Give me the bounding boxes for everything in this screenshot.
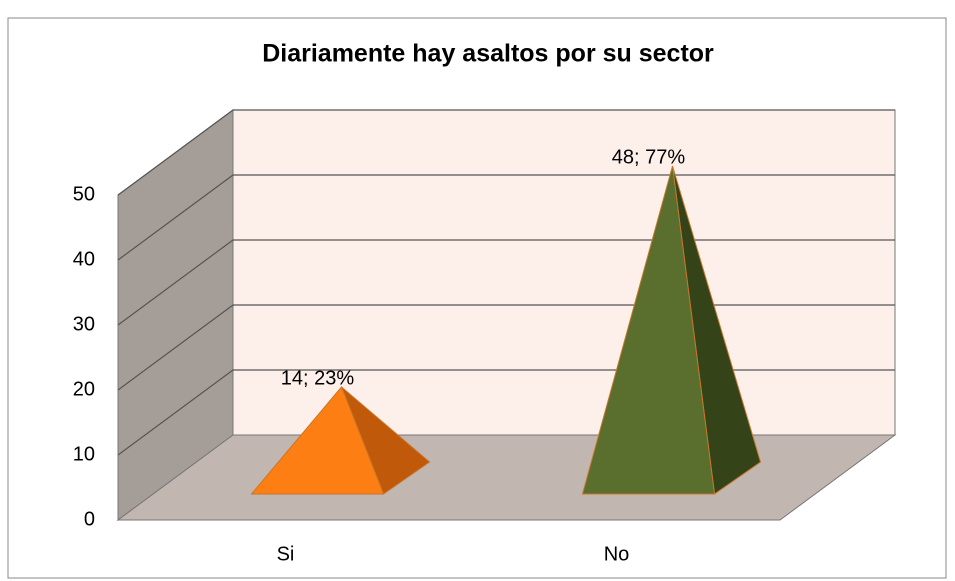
floor: [116, 434, 897, 521]
value-label: 48; 77%: [612, 146, 686, 168]
chart-title: Diariamente hay asaltos por su sector: [262, 40, 714, 68]
y-tick-label: 30: [73, 313, 95, 335]
value-label: 14; 23%: [281, 367, 355, 389]
y-tick-label: 20: [73, 378, 95, 400]
x-tick-label: No: [604, 543, 630, 565]
x-tick-label: Si: [277, 543, 295, 565]
y-tick-label: 0: [84, 508, 95, 530]
y-tick-label: 50: [73, 183, 95, 205]
y-tick-label: 10: [73, 443, 95, 465]
pyramid-front: [581, 165, 716, 495]
grid-line: [117, 109, 895, 196]
pyramid-front: [250, 386, 385, 495]
y-tick-label: 40: [73, 248, 95, 270]
